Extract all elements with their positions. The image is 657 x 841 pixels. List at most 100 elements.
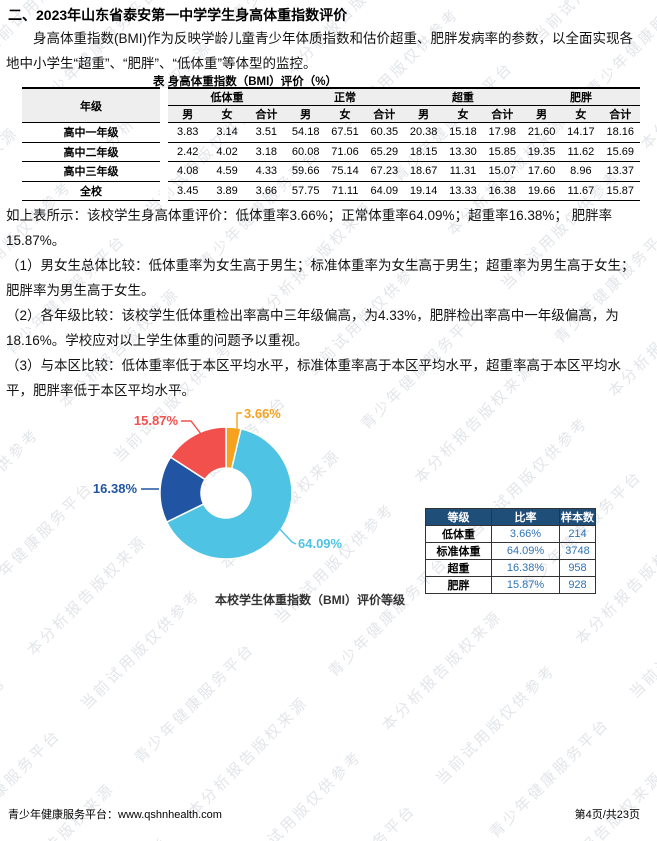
bmi-chart-area: 3.66% 64.09% 16.38% 15.87% 本校学生体重指数（BMI）评价等… (0, 388, 657, 628)
bmi-value-cell: 13.33 (443, 181, 483, 201)
bmi-value-cell: 60.35 (364, 122, 404, 143)
bmi-value-cell: 4.59 (207, 161, 247, 182)
bmi-value-cell: 75.14 (325, 161, 365, 182)
legend-rate-cell: 16.38% (491, 559, 560, 577)
bmi-value-cell: 16.38 (482, 181, 522, 201)
footer-site-url: www.qshnhealth.com (118, 809, 222, 821)
bmi-subheader-cell: 女 (443, 105, 483, 123)
legend-row: 超重 16.38% 958 (425, 559, 596, 577)
bmi-value-cell: 15.07 (482, 161, 522, 182)
bmi-subheader-cell: 合计 (364, 105, 404, 123)
footer-site: 青少年健康服务平台：www.qshnhealth.com (8, 806, 222, 822)
bmi-value-cell: 64.09 (364, 181, 404, 201)
group-header-underweight: 低体重 (168, 87, 287, 106)
analysis-point-1: （1）男女生总体比较：低体重率为女生高于男生；标准体重率为女生高于男生；超重率为… (6, 258, 635, 298)
bmi-value-cell: 67.23 (364, 161, 404, 182)
bmi-value-cell: 15.85 (482, 142, 522, 162)
legend-count-cell: 214 (559, 525, 596, 543)
legend-count-cell: 928 (559, 576, 596, 594)
table-gap (160, 161, 169, 181)
legend-rate-cell: 3.66% (491, 525, 560, 543)
bmi-value-cell: 15.18 (443, 122, 483, 143)
bmi-value-cell: 17.98 (482, 122, 522, 143)
legend-row: 低体重 3.66% 214 (425, 525, 596, 543)
bmi-subheader-cell: 男 (403, 105, 444, 123)
bmi-subheader-cell: 合计 (600, 105, 640, 123)
chart-legend-table: 等级 比率 样本数 低体重 3.66% 214 标准体重 64.09% 3748 超重 16.… (425, 508, 596, 594)
pie-label: 15.87% (134, 413, 179, 428)
bmi-value-cell: 3.51 (246, 122, 287, 143)
bmi-value-cell: 11.67 (561, 181, 601, 201)
pie-leader-line (275, 524, 297, 545)
bmi-value-cell: 14.17 (561, 122, 601, 143)
bmi-value-cell: 18.16 (600, 122, 640, 143)
bmi-subheader-cell: 女 (561, 105, 601, 123)
bmi-value-cell: 65.29 (364, 142, 404, 162)
bmi-subheader-cell: 合计 (482, 105, 522, 123)
bmi-subheader-cell: 男 (521, 105, 562, 123)
page-indicator: 第4页/共23页 (574, 809, 640, 821)
bmi-value-cell: 3.14 (207, 122, 247, 143)
bmi-row-header: 年级 (22, 87, 161, 123)
bmi-subheader-cell: 女 (325, 105, 365, 123)
bmi-value-cell: 19.14 (403, 181, 444, 201)
pie-slice-标准体重 (165, 427, 293, 560)
bmi-row-label: 高中二年级 (22, 142, 161, 162)
footer-site-label: 青少年健康服务平台： (8, 809, 118, 821)
legend-grade-cell: 肥胖 (425, 576, 492, 594)
bmi-value-cell: 67.51 (325, 122, 365, 143)
bmi-value-cell: 60.08 (286, 142, 326, 162)
chart-caption: 本校学生体重指数（BMI）评价等级 (215, 593, 405, 607)
bmi-value-cell: 18.15 (403, 142, 444, 162)
legend-rate-cell: 64.09% (491, 542, 560, 560)
group-header-overweight: 超重 (403, 87, 522, 106)
bmi-value-cell: 3.18 (246, 142, 287, 162)
bmi-value-cell: 13.37 (600, 161, 640, 182)
pie-leader-line (236, 412, 242, 436)
bmi-table-caption: 表 身高体重指数（BMI）评价（%） (153, 76, 337, 88)
bmi-value-cell: 4.33 (246, 161, 287, 182)
bmi-value-cell: 54.18 (286, 122, 326, 143)
bmi-value-cell: 8.96 (561, 161, 601, 182)
group-header-obese: 肥胖 (521, 87, 640, 106)
legend-count-cell: 958 (559, 559, 596, 577)
bmi-table-row: 高中二年级 2.42 4.02 3.18 60.08 71.06 65.29 18.15 13.… (22, 142, 640, 162)
analysis-block: 如上表所示：该校学生身高体重评价：低体重率3.66%；正常体重率64.09%；超… (6, 203, 642, 403)
bmi-value-cell: 3.89 (207, 181, 247, 201)
group-header-normal: 正常 (286, 87, 404, 106)
bmi-value-cell: 17.60 (521, 161, 562, 182)
table-gap (160, 122, 169, 142)
bmi-subheader-cell: 男 (168, 105, 208, 123)
bmi-value-cell: 59.66 (286, 161, 326, 182)
bmi-value-cell: 3.83 (168, 122, 208, 143)
bmi-value-cell: 3.45 (168, 181, 208, 201)
legend-header-rate: 比率 (491, 508, 560, 526)
bmi-value-cell: 18.67 (403, 161, 444, 182)
table-gap (160, 181, 169, 201)
bmi-subheader-cell: 女 (207, 105, 247, 123)
legend-grade-cell: 标准体重 (425, 542, 492, 560)
bmi-value-cell: 15.69 (600, 142, 640, 162)
bmi-value-cell: 13.30 (443, 142, 483, 162)
legend-header-row: 等级 比率 样本数 (425, 508, 596, 526)
bmi-value-cell: 4.02 (207, 142, 247, 162)
intro-paragraph: 身高体重指数(BMI)作为反映学龄儿童青少年体质指数和估价超重、肥胖发病率的参数… (6, 31, 633, 71)
legend-header-grade: 等级 (425, 508, 492, 526)
bmi-table-row: 高中三年级 4.08 4.59 4.33 59.66 75.14 67.23 18.67 11.… (22, 161, 640, 182)
bmi-table-group-row: 年级 低体重 正常 超重 肥胖 (22, 87, 640, 123)
pie-leader-line (181, 420, 205, 439)
table-gap (160, 88, 169, 123)
legend-grade-cell: 超重 (425, 559, 492, 577)
page-title: 二、2023年山东省泰安第一中学学生身高体重指数评价 (8, 7, 348, 23)
bmi-subheader-cell: 男 (286, 105, 326, 123)
bmi-row-label: 高中三年级 (22, 161, 161, 182)
bmi-value-cell: 2.42 (168, 142, 208, 162)
bmi-value-cell: 71.06 (325, 142, 365, 162)
legend-row: 标准体重 64.09% 3748 (425, 542, 596, 560)
bmi-value-cell: 11.62 (561, 142, 601, 162)
bmi-value-cell: 19.66 (521, 181, 562, 201)
bmi-row-label: 全校 (22, 181, 161, 201)
bmi-table: 年级 低体重 正常 超重 肥胖 男女合计男女合计男女合计男女合计 高中一年级 3.… (22, 87, 640, 201)
